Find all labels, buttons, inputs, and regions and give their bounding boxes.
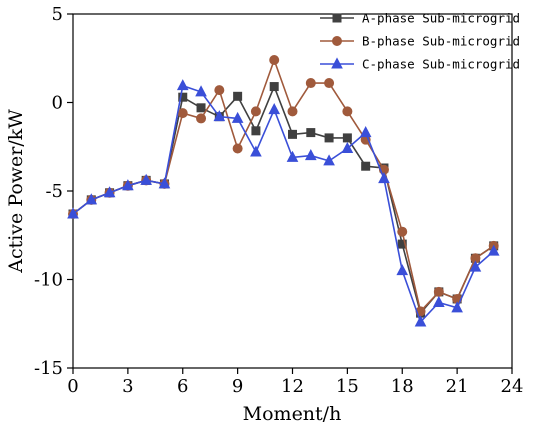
y-axis-title: Active Power/kW <box>5 109 27 274</box>
legend-item: C-phase Sub-microgrid <box>320 57 520 72</box>
data-point <box>195 85 207 97</box>
data-point <box>397 239 407 249</box>
data-point <box>122 179 134 191</box>
data-point <box>233 91 243 101</box>
data-point <box>433 295 445 308</box>
data-point <box>361 161 371 171</box>
data-point <box>178 92 188 102</box>
data-point <box>341 141 354 154</box>
series-b <box>68 55 499 317</box>
y-tick-label: 0 <box>52 93 63 114</box>
data-point <box>213 110 226 122</box>
legend-marker <box>332 36 342 46</box>
data-point <box>487 244 500 256</box>
data-point <box>305 78 316 89</box>
data-point <box>469 260 482 272</box>
y-tick-label: -5 <box>45 181 63 202</box>
data-point <box>67 207 79 219</box>
data-point <box>414 315 427 327</box>
legend-item: B-phase Sub-microgrid <box>320 34 520 49</box>
data-point <box>324 133 334 143</box>
data-point <box>288 129 297 139</box>
series-group <box>67 55 500 327</box>
series-line <box>72 57 495 314</box>
data-point <box>176 79 189 91</box>
x-tick-label: 18 <box>391 376 414 397</box>
series-c <box>67 79 500 327</box>
legend-label: A-phase Sub-microgrid <box>362 11 520 26</box>
y-tick-label: 5 <box>52 4 63 25</box>
data-point <box>214 85 225 96</box>
data-point <box>359 126 372 138</box>
y-tick-label: -10 <box>34 270 63 291</box>
data-point <box>231 111 244 123</box>
data-point <box>140 173 152 185</box>
legend: A-phase Sub-microgrid B-phase Sub-microgr… <box>320 11 520 72</box>
data-point <box>269 82 279 92</box>
data-point <box>451 301 463 313</box>
x-tick-label: 12 <box>281 376 304 397</box>
data-point <box>158 177 171 189</box>
legend-label: B-phase Sub-microgrid <box>362 34 520 49</box>
data-point <box>103 186 116 198</box>
data-point <box>286 150 299 162</box>
data-point <box>323 154 335 166</box>
data-point <box>85 193 98 205</box>
x-tick-label: 6 <box>177 376 188 397</box>
data-point <box>196 113 207 124</box>
data-point <box>250 106 261 117</box>
data-point <box>250 145 262 157</box>
x-axis-title: Moment/h <box>243 403 342 425</box>
data-point <box>268 103 281 115</box>
series-a <box>68 82 499 318</box>
data-point <box>251 126 261 136</box>
data-point <box>196 103 206 113</box>
x-tick-label: 9 <box>232 376 243 397</box>
axes: 0 3 6 9 12 15 18 21 24 -15 -10 -5 0 5 <box>34 4 523 397</box>
series-line <box>72 84 495 324</box>
data-point <box>342 133 352 143</box>
legend-marker <box>332 13 342 23</box>
x-tick-label: 15 <box>336 376 359 397</box>
data-point <box>232 143 243 154</box>
x-tick-label: 3 <box>122 376 133 397</box>
data-point <box>177 108 188 119</box>
series-line <box>72 84 495 315</box>
y-tick-label: -15 <box>34 358 63 379</box>
x-tick-label: 0 <box>67 376 78 397</box>
legend-label: C-phase Sub-microgrid <box>362 57 520 72</box>
data-point <box>397 226 408 237</box>
data-point <box>342 106 353 117</box>
legend-marker <box>331 57 343 69</box>
data-point <box>396 264 409 276</box>
data-point <box>304 149 317 161</box>
data-point <box>306 128 316 138</box>
data-point <box>378 172 390 184</box>
data-point <box>433 286 444 297</box>
data-point <box>269 55 280 66</box>
legend-item: A-phase Sub-microgrid <box>320 11 520 26</box>
x-tick-label: 24 <box>501 376 524 397</box>
data-point <box>324 78 335 89</box>
x-tick-label: 21 <box>446 376 469 397</box>
data-point <box>287 106 298 117</box>
